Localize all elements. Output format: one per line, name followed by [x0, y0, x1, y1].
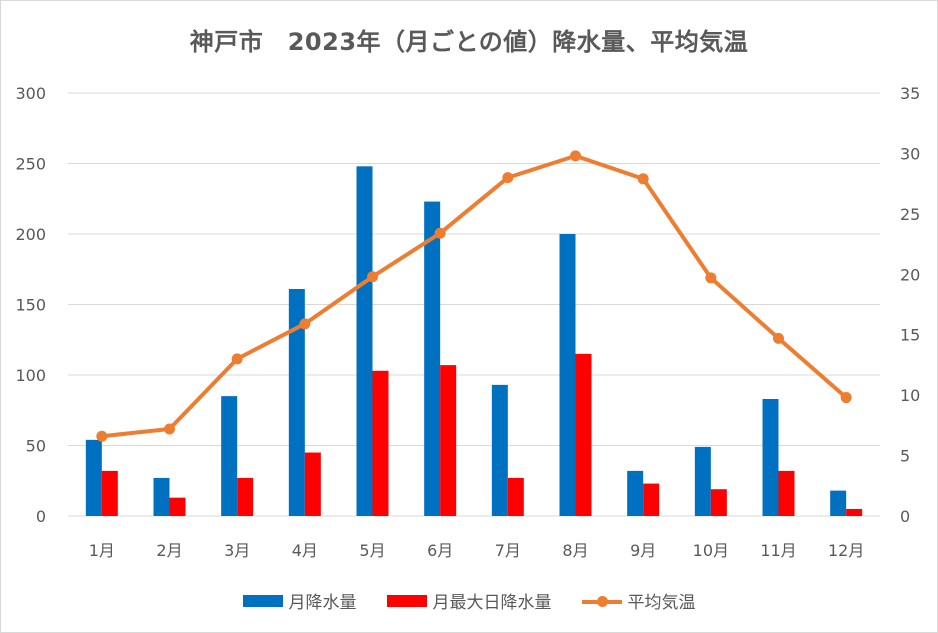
- legend-item-avg-temp: 平均気温: [581, 588, 696, 613]
- bar: [643, 483, 660, 516]
- left-tick-label: 250: [15, 155, 46, 174]
- left-tick-label: 200: [15, 225, 46, 244]
- bar: [846, 508, 863, 516]
- category-label: 7月: [495, 541, 521, 560]
- right-tick-label: 20: [900, 265, 920, 284]
- bar: [559, 234, 576, 516]
- bar: [762, 398, 779, 516]
- bar: [710, 489, 727, 516]
- right-tick-label: 30: [900, 144, 920, 163]
- right-tick-label: 0: [900, 507, 910, 526]
- left-tick-label: 0: [36, 507, 46, 526]
- legend-swatch-max-daily-precip: [386, 594, 427, 607]
- bar: [830, 490, 847, 516]
- right-tick-label: 10: [900, 386, 920, 405]
- legend-swatch-monthly-precip: [242, 594, 283, 607]
- legend-item-monthly-precip: 月降水量: [242, 588, 357, 613]
- category-label: 11月: [760, 541, 796, 560]
- bar: [169, 497, 186, 516]
- line-point: [299, 318, 311, 330]
- left-tick-label: 150: [15, 296, 46, 315]
- bar: [304, 452, 321, 516]
- legend: 月降水量 月最大日降水量 平均気温: [0, 588, 938, 613]
- gridlines: [68, 92, 880, 517]
- category-label: 12月: [828, 541, 864, 560]
- line-point: [502, 172, 514, 184]
- line-point: [773, 332, 784, 344]
- bar: [101, 470, 118, 516]
- category-label: 4月: [292, 541, 318, 560]
- left-tick-label: 100: [15, 366, 46, 385]
- temperature-line: [96, 150, 852, 442]
- legend-label-max-daily-precip: 月最大日降水量: [432, 593, 552, 613]
- bar: [507, 477, 524, 516]
- line-point: [570, 150, 581, 162]
- right-tick-label: 25: [900, 205, 920, 224]
- legend-swatch-avg-temp: [581, 595, 622, 607]
- line-point: [231, 353, 243, 365]
- category-label: 1月: [89, 541, 115, 560]
- category-label: 5月: [359, 541, 385, 560]
- chart-title: 神戸市 2023年（月ごとの値）降水量、平均気温: [189, 28, 749, 56]
- series-line: [101, 153, 848, 439]
- category-label: 2月: [156, 541, 182, 560]
- bar: [372, 370, 389, 516]
- legend-label-monthly-precip: 月降水量: [288, 593, 357, 613]
- bar: [153, 477, 170, 516]
- line-point: [637, 173, 649, 185]
- bar: [237, 477, 254, 516]
- bar: [575, 353, 592, 516]
- bar: [356, 166, 373, 516]
- category-label: 3月: [224, 541, 250, 560]
- line-point: [164, 423, 175, 435]
- line-point: [367, 271, 378, 283]
- legend-item-max-daily-precip: 月最大日降水量: [386, 588, 552, 613]
- line-point: [96, 430, 108, 442]
- category-label: 9月: [630, 541, 656, 560]
- right-tick-label: 35: [900, 84, 920, 103]
- category-label: 10月: [693, 541, 729, 560]
- bar: [288, 288, 305, 516]
- bars: [85, 166, 863, 516]
- line-point: [434, 227, 446, 239]
- line-point: [705, 272, 717, 284]
- bar: [491, 384, 508, 516]
- bar: [694, 446, 711, 516]
- left-tick-label: 50: [26, 437, 46, 456]
- right-tick-label: 15: [900, 326, 920, 345]
- bar: [778, 470, 795, 516]
- bar: [424, 201, 441, 516]
- right-tick-label: 5: [900, 447, 910, 466]
- category-label: 8月: [562, 541, 588, 560]
- line-point: [840, 392, 852, 404]
- legend-label-avg-temp: 平均気温: [627, 593, 696, 613]
- category-label: 6月: [427, 541, 453, 560]
- bar: [440, 365, 457, 516]
- bar: [85, 439, 102, 516]
- axis-labels: 0 50 100 150 200 250 300 0 5 10 15 20 25 30 35 1月 2月 3月 4月…: [15, 84, 920, 560]
- bar: [627, 470, 644, 516]
- bar: [221, 396, 238, 516]
- left-tick-label: 300: [15, 84, 46, 103]
